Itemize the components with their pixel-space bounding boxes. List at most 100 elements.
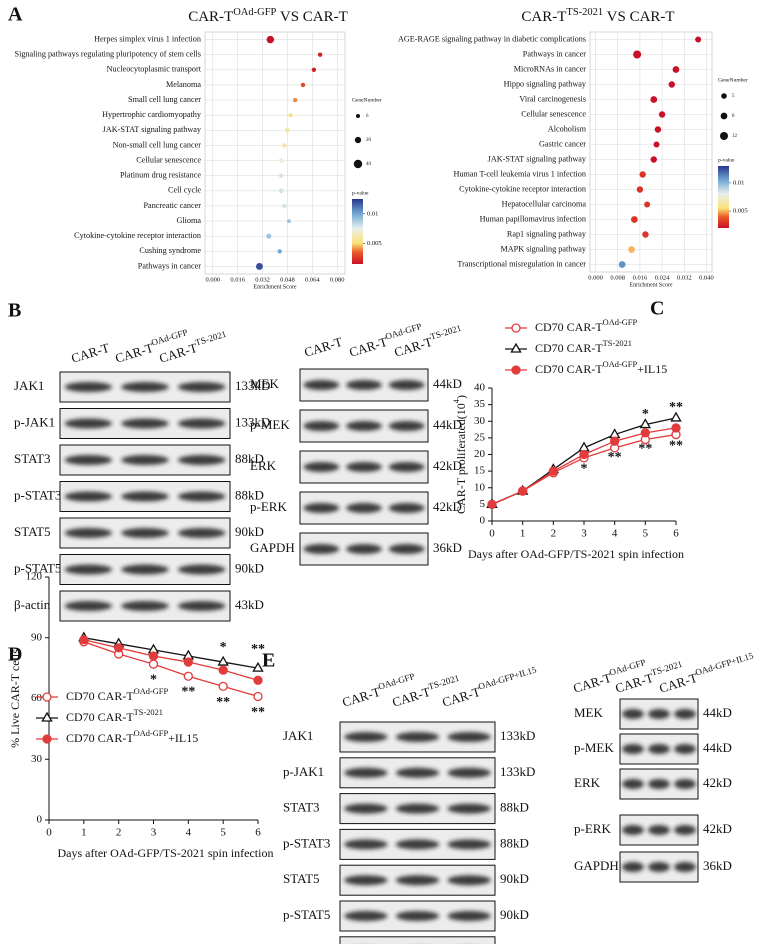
size-label: 36kD: [703, 858, 732, 873]
text-part: TS-2021: [134, 708, 163, 717]
category-label: Hypertrophic cardiomyopathy: [102, 110, 202, 119]
category-label: Gastric cancer: [539, 139, 586, 148]
category-label: Glioma: [176, 216, 201, 225]
row-label: MEK: [250, 376, 280, 391]
marker: [183, 657, 193, 667]
size-label: 44kD: [433, 376, 462, 391]
dot: [288, 113, 293, 118]
colorbar-label: 0.01: [367, 210, 378, 217]
band: [622, 825, 644, 835]
legend-title: GeneNumber: [352, 97, 382, 103]
category-label: JAK-STAT signaling pathway: [103, 125, 202, 134]
text-part: CAR-T: [440, 684, 482, 710]
dot: [650, 96, 658, 103]
band: [346, 503, 382, 513]
legend-dot: [721, 93, 727, 99]
dot: [278, 158, 284, 163]
size-label: 88kD: [235, 451, 264, 466]
marker: [579, 449, 589, 460]
size-label: 90kD: [235, 560, 264, 575]
band: [447, 732, 491, 742]
y-tick-label: 30: [31, 753, 43, 765]
dot: [287, 219, 291, 224]
x-tick-label: 2: [116, 827, 122, 839]
x-tick-label: 0.016: [230, 276, 245, 283]
size-label: 88kD: [235, 487, 264, 502]
dot: [277, 249, 282, 254]
dot: [293, 97, 298, 103]
y-tick-label: 35: [474, 398, 486, 410]
dot: [266, 35, 275, 44]
category-label: Cytokine-cytokine receptor interaction: [74, 231, 201, 240]
band: [64, 528, 113, 538]
category-label: JAK-STAT signaling pathway: [488, 154, 587, 163]
x-tick-label: 4: [612, 528, 618, 540]
band: [177, 601, 226, 611]
series-line: [83, 637, 259, 669]
text-part: OAd-GFP: [134, 687, 169, 696]
band: [395, 732, 440, 742]
y-tick-label: 40: [474, 382, 486, 394]
size-label: 44kD: [703, 705, 732, 720]
band: [177, 564, 226, 575]
size-label: 36kD: [433, 540, 462, 555]
band: [303, 503, 340, 513]
row-label: STAT3: [14, 451, 51, 466]
x-tick-label: 1: [520, 528, 526, 540]
band: [388, 503, 425, 513]
marker: [183, 671, 193, 681]
dot: [653, 141, 660, 148]
band: [395, 767, 440, 778]
category-label: Small cell lung cancer: [128, 95, 201, 104]
category-label: AGE-RAGE signaling pathway in diabetic c…: [398, 34, 586, 43]
text-part: ): [454, 395, 468, 399]
row-label: STAT3: [283, 800, 320, 815]
band: [64, 455, 113, 465]
dot: [300, 82, 306, 88]
x-tick-label: 2: [551, 528, 557, 540]
band: [622, 744, 644, 754]
x-axis-label: Days after OAd-GFP/TS-2021 spin infectio…: [468, 547, 684, 561]
x-tick-label: 0.040: [699, 274, 714, 281]
annotation: **: [669, 438, 683, 453]
marker: [671, 423, 681, 433]
x-tick-label: 0.008: [610, 274, 625, 281]
marker: [148, 659, 159, 669]
row-label: p-MEK: [574, 740, 614, 755]
x-tick-label: 0.024: [655, 274, 670, 281]
marker: [511, 365, 521, 375]
size-label: 44kD: [703, 740, 732, 755]
band: [447, 767, 491, 778]
row-label: p-ERK: [250, 499, 287, 514]
y-tick-label: 120: [26, 571, 43, 583]
size-label: 88kD: [500, 835, 529, 850]
band: [388, 544, 425, 554]
band: [177, 455, 226, 465]
legend-dot: [353, 159, 363, 169]
marker: [42, 692, 52, 702]
x-tick-label: 0: [46, 827, 52, 839]
band: [121, 455, 169, 465]
row-label: β-actin: [283, 943, 320, 944]
annotation: **: [608, 450, 622, 465]
text-part: TS-2021: [194, 329, 227, 348]
band: [447, 803, 491, 814]
band: [121, 491, 169, 502]
column-label: CAR-TOAd-GFP+IL15: [440, 664, 540, 709]
size-label: 43kD: [235, 597, 264, 612]
column-label: CAR-TOAd-GFP+IL15: [657, 650, 757, 695]
plot-area: [204, 31, 346, 275]
category-label: Cellular senescence: [521, 109, 586, 118]
band: [388, 421, 425, 431]
category-label: MAPK signaling pathway: [500, 244, 586, 253]
marker: [114, 643, 124, 653]
band: [121, 528, 169, 538]
legend-title: p-value: [352, 190, 369, 196]
annotation: *: [642, 407, 649, 422]
size-label: 42kD: [703, 775, 732, 790]
category-label: Human papillomavirus infection: [480, 214, 586, 223]
dot: [279, 173, 284, 178]
text-part: CAR-T: [113, 340, 155, 366]
band: [303, 421, 340, 431]
category-label: Herpes simplex virus 1 infection: [94, 34, 201, 43]
